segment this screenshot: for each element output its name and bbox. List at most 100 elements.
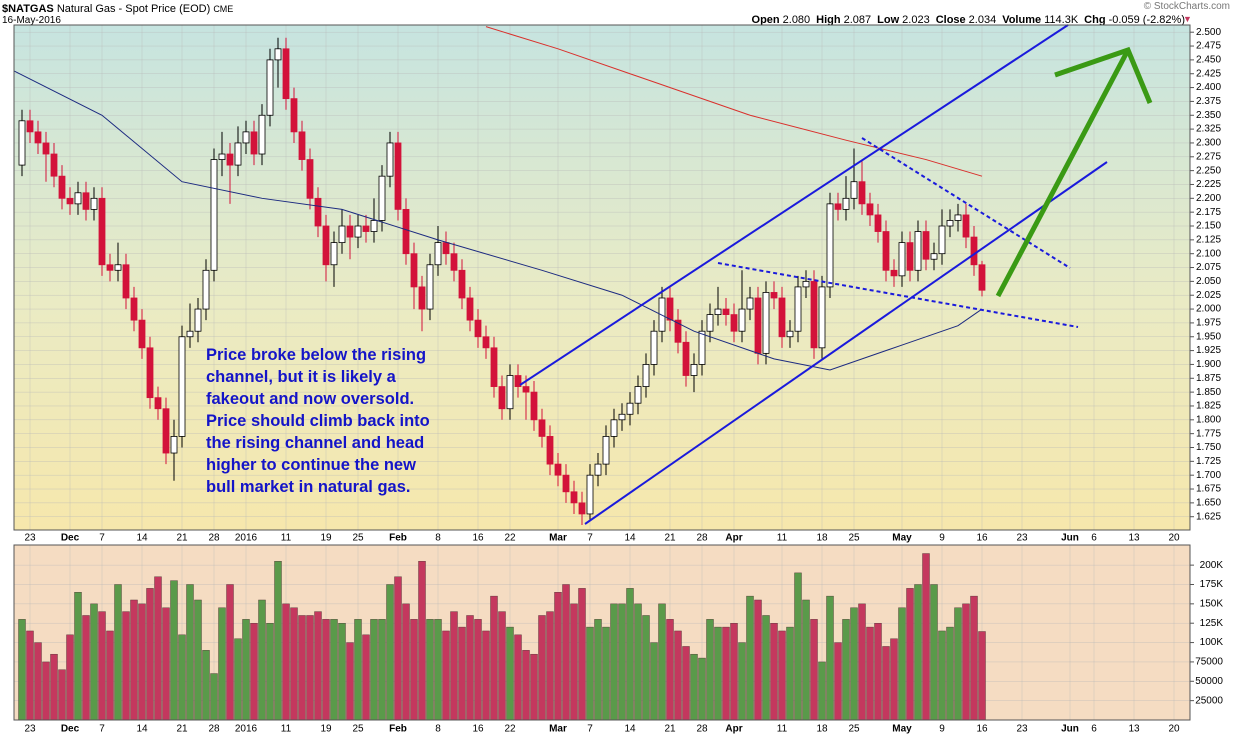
x-tick-label: 7 (99, 724, 105, 735)
candle-body (562, 474, 570, 493)
y-tick-label: 1.825 (1196, 401, 1221, 412)
y-tick-label: 2.050 (1196, 276, 1221, 287)
x-tick-label: Apr (725, 724, 742, 735)
copyright: © StockCharts.com (1143, 1, 1230, 12)
candle-body (882, 231, 890, 271)
volume-bar (714, 626, 722, 721)
y-tick-label: 1.675 (1196, 484, 1221, 495)
volume-bar (402, 603, 410, 721)
candle-body (106, 264, 114, 271)
y-tick-label: 2.150 (1196, 221, 1221, 232)
x-tick-label: 13 (1128, 533, 1140, 544)
quote-label: Close (935, 14, 966, 26)
x-tick-label: 11 (777, 724, 788, 735)
volume-bar (930, 584, 938, 721)
candle-body (234, 142, 242, 166)
volume-bar (658, 603, 666, 721)
volume-bar (666, 619, 674, 721)
y-tick-label: 1.725 (1196, 456, 1221, 467)
candle-body (626, 402, 634, 415)
volume-bar (202, 650, 210, 721)
x-tick-label: Dec (61, 533, 80, 544)
x-tick-label: 2016 (235, 724, 258, 735)
candle-body (218, 153, 226, 160)
volume-bar (82, 615, 90, 721)
candle-body (42, 142, 50, 155)
volume-bar (26, 630, 34, 721)
volume-bar (50, 653, 58, 721)
candle-body (978, 264, 986, 291)
candle-body (594, 463, 602, 476)
candle-body (770, 292, 778, 299)
volume-bar (490, 595, 498, 721)
x-tick-label: 2016 (235, 533, 258, 544)
candle-body (826, 203, 834, 288)
candle-body (458, 269, 466, 299)
quote: Open 2.080 High 2.087 Low 2.023 Close 2.034 Volu… (746, 14, 1185, 26)
candle-body (402, 208, 410, 255)
candle-body (898, 242, 906, 277)
x-tick-label: Feb (389, 724, 407, 735)
volume-bar (610, 603, 618, 721)
x-tick-label: 21 (176, 533, 188, 544)
candle-body (546, 436, 554, 465)
x-tick-label: 20 (1168, 724, 1180, 735)
x-tick-label: 25 (352, 724, 364, 735)
candle-body (66, 197, 74, 205)
candle-body (370, 220, 378, 232)
candle-body (362, 225, 370, 232)
volume-bar (98, 611, 106, 721)
title-row: $NATGAS Natural Gas - Spot Price (EOD) C… (2, 3, 233, 15)
volume-bar (162, 607, 170, 721)
x-tick-label: 7 (587, 724, 593, 735)
candle-body (602, 436, 610, 465)
candle-body (274, 48, 282, 61)
volume-bar (242, 619, 250, 721)
exchange: CME (213, 4, 234, 14)
y-tick-label: 2.275 (1196, 151, 1221, 162)
volume-bar (226, 584, 234, 721)
symbol: $NATGAS (2, 3, 54, 15)
price-frame (13, 24, 1191, 531)
candle-body (162, 408, 170, 454)
candle-body (834, 203, 842, 210)
y-tick-label: 1.925 (1196, 345, 1221, 356)
candle-body (498, 386, 506, 410)
candle-body (554, 463, 562, 476)
volume-bar (674, 630, 682, 721)
y-tick-label: 2.500 (1196, 27, 1221, 38)
volume-bar (218, 607, 226, 721)
volume-bar (466, 615, 474, 721)
x-tick-label: 21 (664, 724, 676, 735)
volume-bar (634, 603, 642, 721)
moving-average (485, 26, 983, 177)
volume-bar (18, 619, 26, 721)
volume-bar (834, 642, 842, 721)
x-tick-label: 13 (1128, 724, 1140, 735)
quote-value: 2.080 (782, 14, 811, 26)
volume-bar (562, 584, 570, 721)
volume-bar (450, 611, 458, 721)
candle-body (738, 308, 746, 332)
volume-bar (874, 623, 882, 721)
volume-bar (946, 626, 954, 721)
candle-body (706, 314, 714, 332)
x-tick-label: Mar (549, 533, 567, 544)
y-tick-label: 2.250 (1196, 165, 1221, 176)
x-tick-label: 9 (939, 724, 945, 735)
volume-bar (722, 626, 730, 721)
volume-bar (778, 630, 786, 721)
y-tick-label: 1.975 (1196, 318, 1221, 329)
x-tick-label: 28 (696, 533, 708, 544)
volume-bar (370, 619, 378, 721)
annotation-text: higher to continue the new (206, 456, 416, 474)
x-tick-label: May (892, 724, 912, 735)
candle-body (258, 114, 266, 155)
volume-bar (506, 626, 514, 721)
volume-bar (682, 646, 690, 721)
volume-bar (458, 626, 466, 721)
volume-bar (474, 619, 482, 721)
candle-body (922, 231, 930, 260)
moving-average (13, 70, 983, 371)
x-tick-label: 22 (504, 533, 516, 544)
